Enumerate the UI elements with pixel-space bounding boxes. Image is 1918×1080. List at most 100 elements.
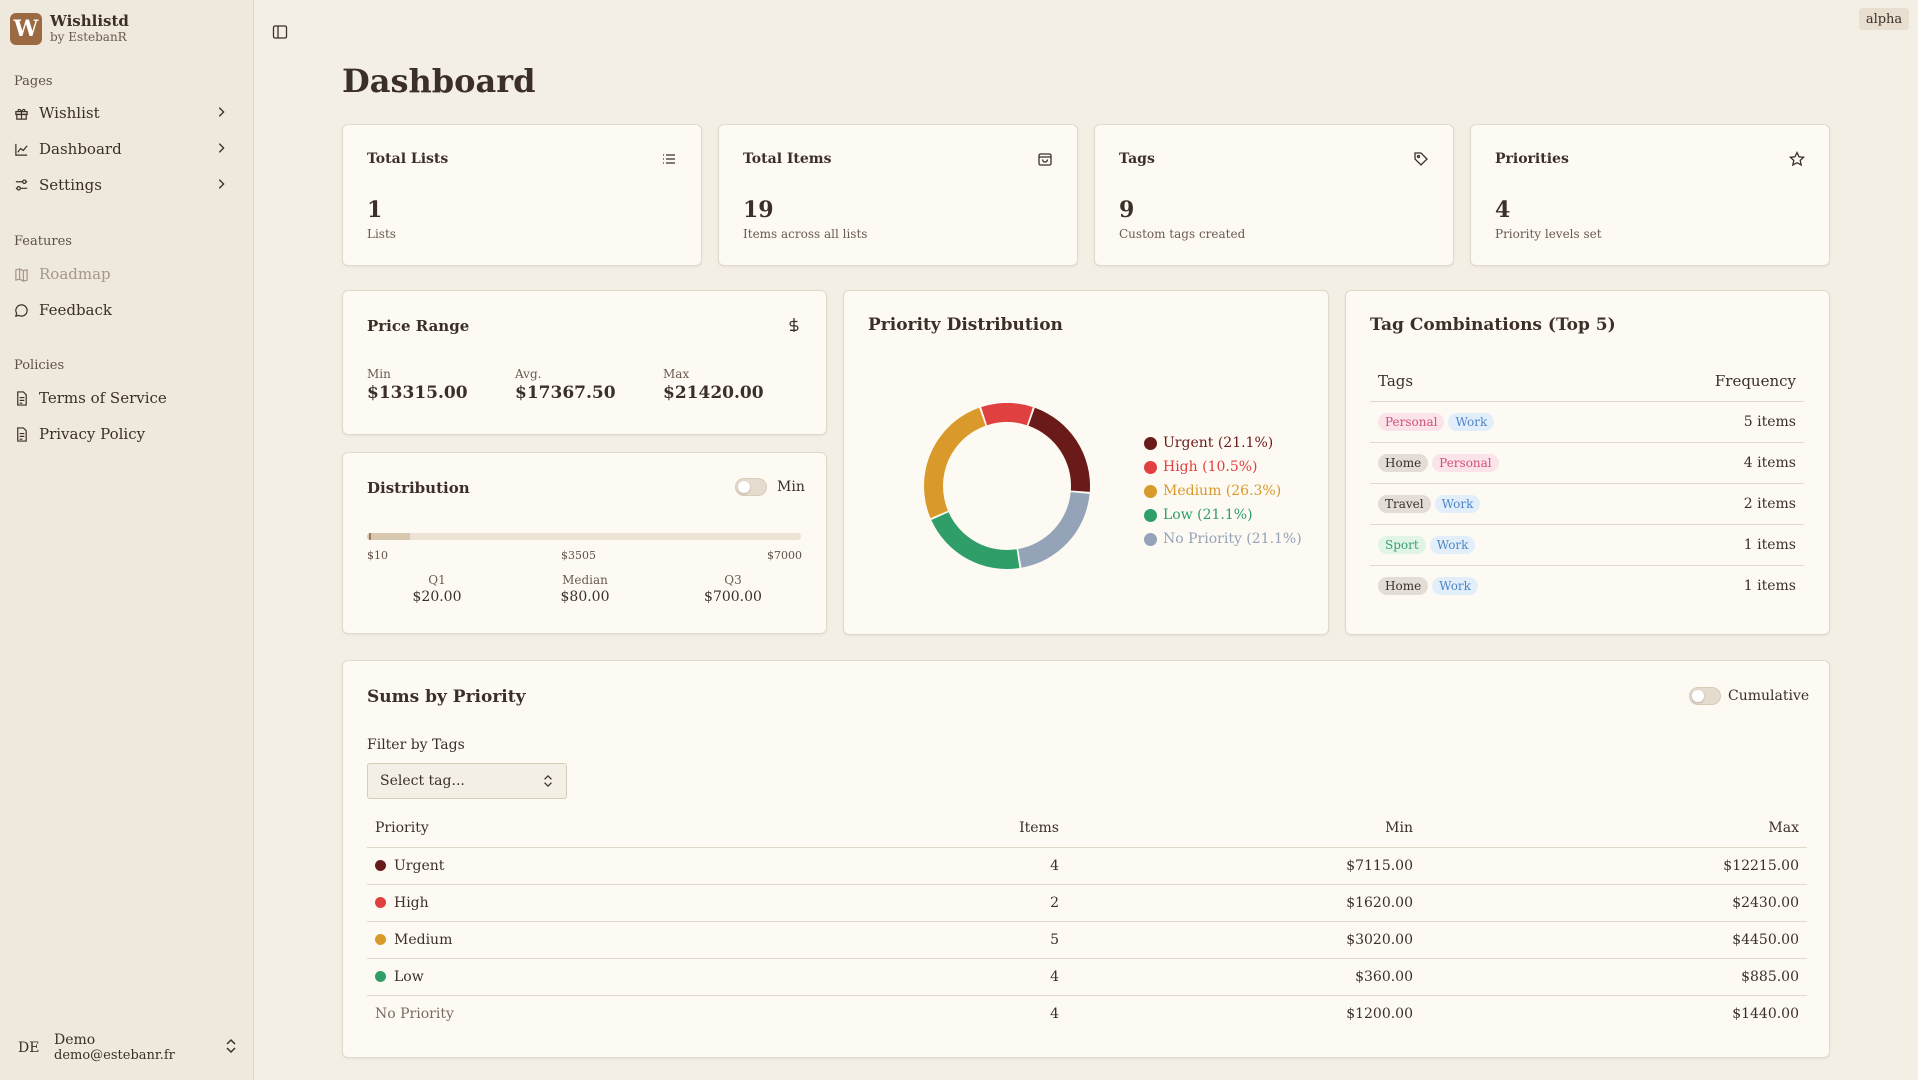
sidebar-item-feedback[interactable]: Feedback bbox=[14, 295, 240, 325]
donut-slice bbox=[931, 512, 1020, 569]
stat-label: Q3 bbox=[724, 573, 742, 587]
stat-sub: Lists bbox=[367, 227, 396, 241]
frequency-cell: 5 items bbox=[1620, 401, 1804, 443]
legend-dot bbox=[1144, 532, 1157, 546]
user-menu[interactable]: DE Demo demo@estebanr.fr bbox=[18, 1032, 238, 1064]
tag-chip: Work bbox=[1448, 412, 1495, 431]
table-row: High 2 $1620.00 $2430.00 bbox=[367, 884, 1807, 922]
section-label-features: Features bbox=[14, 234, 72, 249]
legend-label: High (10.5%) bbox=[1163, 459, 1258, 475]
user-email: demo@estebanr.fr bbox=[54, 1048, 175, 1063]
sidebar-item-wishlist[interactable]: Wishlist bbox=[14, 98, 240, 128]
column-header-min: Min bbox=[1067, 809, 1421, 848]
sums-by-priority-card: Sums by Priority Cumulative Filter by Ta… bbox=[342, 660, 1830, 1058]
tag-chip: Home bbox=[1378, 453, 1429, 472]
cumulative-toggle[interactable] bbox=[1689, 687, 1721, 705]
sidebar-item-label: Settings bbox=[39, 176, 102, 194]
legend-label: Urgent (21.1%) bbox=[1163, 435, 1274, 451]
tag-chip: Personal bbox=[1432, 453, 1499, 472]
legend-label: Medium (26.3%) bbox=[1163, 483, 1282, 499]
document-icon bbox=[17, 426, 27, 442]
card-title: Price Range bbox=[367, 317, 470, 335]
sidebar-toggle-icon[interactable] bbox=[272, 24, 288, 40]
items-cell: 4 bbox=[1050, 1005, 1059, 1022]
tick-max: $7000 bbox=[767, 549, 802, 562]
sidebar-item-settings[interactable]: Settings bbox=[14, 170, 240, 200]
sidebar-item-label: Dashboard bbox=[39, 140, 122, 158]
sidebar: W Wishlistd by EstebanR Pages Wishlist D… bbox=[0, 0, 254, 1080]
sidebar-item-dashboard[interactable]: Dashboard bbox=[14, 134, 240, 164]
chart-icon bbox=[15, 143, 28, 156]
price-value: $21420.00 bbox=[663, 383, 764, 403]
distribution-range-fill bbox=[367, 533, 410, 540]
priority-cell: No Priority bbox=[367, 995, 927, 1032]
tag-select[interactable]: Select tag... bbox=[367, 763, 567, 799]
tag-combinations-table: Tags Frequency Personal Work 5 items Home Pe… bbox=[1370, 361, 1804, 606]
tick-min: $10 bbox=[367, 549, 388, 562]
map-icon bbox=[15, 267, 28, 282]
max-cell: $12215.00 bbox=[1421, 847, 1807, 885]
table-row: Home Personal 4 items bbox=[1370, 442, 1804, 484]
brand[interactable]: W Wishlistd by EstebanR bbox=[10, 12, 129, 45]
min-toggle[interactable] bbox=[735, 478, 767, 496]
toggle-label: Min bbox=[777, 479, 805, 495]
priority-legend: Urgent (21.1%) High (10.5%) Medium (26.3%)… bbox=[1144, 431, 1302, 551]
sidebar-item-privacy[interactable]: Privacy Policy bbox=[14, 419, 240, 449]
max-cell: $1440.00 bbox=[1732, 1005, 1799, 1022]
priority-donut-chart bbox=[924, 403, 1090, 569]
table-row: Urgent 4 $7115.00 $12215.00 bbox=[367, 847, 1807, 885]
table-row: Home Work 1 items bbox=[1370, 565, 1804, 606]
min-cell: $3020.00 bbox=[1067, 921, 1421, 959]
table-row: Personal Work 5 items bbox=[1370, 401, 1804, 443]
priority-dot bbox=[375, 971, 386, 982]
user-name: Demo bbox=[54, 1032, 96, 1048]
tag-combinations-card: Tag Combinations (Top 5) Tags Frequency … bbox=[1345, 290, 1830, 635]
section-label-policies: Policies bbox=[14, 358, 65, 373]
tag-chip: Travel bbox=[1378, 494, 1431, 513]
toggle-label: Cumulative bbox=[1728, 688, 1810, 704]
alpha-badge: alpha bbox=[1859, 8, 1909, 30]
legend-item: Low (21.1%) bbox=[1144, 503, 1302, 527]
sidebar-item-terms[interactable]: Terms of Service bbox=[14, 383, 240, 413]
legend-label: Low (21.1%) bbox=[1163, 507, 1253, 523]
legend-item: Medium (26.3%) bbox=[1144, 479, 1302, 503]
price-label: Avg. bbox=[515, 367, 542, 381]
distribution-card: Distribution Min $10 $3505 $7000 Q1 $20.… bbox=[342, 452, 827, 634]
card-title: Distribution bbox=[367, 479, 470, 497]
sidebar-item-roadmap: Roadmap bbox=[14, 259, 240, 289]
q3-stat: Q3 $700.00 bbox=[683, 573, 783, 605]
stat-label: Q1 bbox=[428, 573, 446, 587]
sums-table: Priority Items Min Max Urgent 4 $7115.00 $1… bbox=[367, 809, 1807, 1032]
max-cell: $885.00 bbox=[1421, 958, 1807, 996]
frequency-cell: 1 items bbox=[1743, 577, 1796, 594]
sidebar-item-label: Roadmap bbox=[39, 265, 111, 283]
column-header-tags: Tags bbox=[1370, 361, 1621, 402]
price-value: $13315.00 bbox=[367, 383, 468, 403]
column-header-priority: Priority bbox=[367, 809, 927, 848]
column-header-items: Items bbox=[927, 809, 1067, 848]
min-cell: $1620.00 bbox=[1067, 884, 1421, 922]
tag-chip: Sport bbox=[1378, 535, 1426, 554]
items-cell: 2 bbox=[927, 884, 1067, 922]
q1-stat: Q1 $20.00 bbox=[387, 573, 487, 605]
price-label: Min bbox=[367, 367, 391, 381]
median-stat: Median $80.00 bbox=[535, 573, 635, 605]
tags-cell: Personal Work bbox=[1370, 401, 1621, 443]
min-cell: $7115.00 bbox=[1067, 847, 1421, 885]
price-label: Max bbox=[663, 367, 690, 381]
priority-label: Low bbox=[394, 968, 424, 985]
price-avg: Avg. $17367.50 bbox=[515, 367, 616, 403]
priority-label: No Priority bbox=[375, 1005, 454, 1022]
column-header-frequency: Frequency bbox=[1620, 361, 1804, 402]
stat-value: $700.00 bbox=[704, 589, 762, 605]
stat-card-total-items: Total Items 19 Items across all lists bbox=[718, 124, 1078, 266]
max-cell: $2430.00 bbox=[1421, 884, 1807, 922]
sidebar-item-label: Privacy Policy bbox=[39, 425, 146, 443]
legend-item: No Priority (21.1%) bbox=[1144, 527, 1302, 551]
tag-chip: Home bbox=[1378, 576, 1429, 595]
filter-label: Filter by Tags bbox=[367, 737, 465, 753]
tags-cell: Home Work bbox=[1370, 565, 1621, 606]
donut-slice bbox=[981, 403, 1033, 426]
app-logo: W bbox=[10, 12, 42, 45]
priority-dot bbox=[375, 934, 386, 945]
